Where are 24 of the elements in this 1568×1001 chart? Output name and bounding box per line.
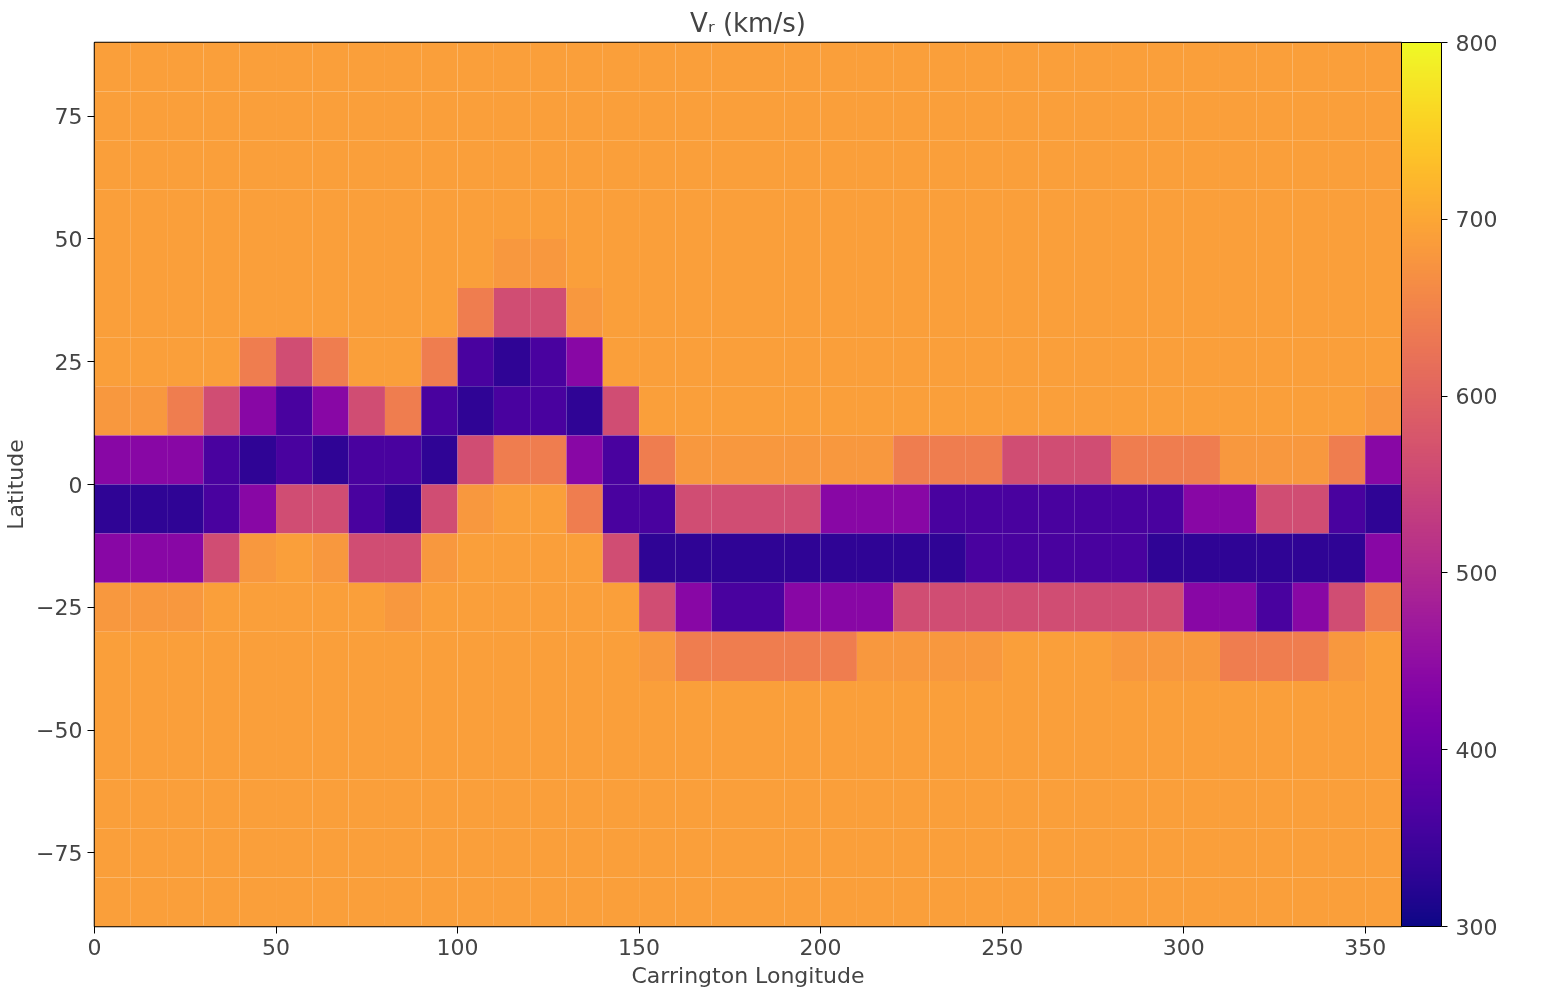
color-bar-label: 300 — [1455, 914, 1498, 940]
x-tick-label: 100 — [436, 934, 479, 960]
y-tick-label: −75 — [36, 840, 83, 866]
y-axis-title: Latitude — [3, 439, 29, 530]
x-tick-label: 150 — [618, 934, 661, 960]
x-tick-label: 250 — [981, 934, 1024, 960]
color-bar-label: 800 — [1455, 30, 1498, 56]
y-tick-label: 50 — [54, 226, 83, 252]
y-tick-label: −25 — [36, 595, 83, 621]
color-bar-label: 400 — [1455, 737, 1498, 763]
x-tick-label: 350 — [1344, 934, 1387, 960]
x-tick-label: 0 — [87, 934, 102, 960]
x-tick-label: 300 — [1162, 934, 1205, 960]
color-bar-label: 700 — [1455, 207, 1498, 233]
chart-title: Vᵣ (km/s) — [690, 7, 806, 38]
y-tick-label: −50 — [36, 718, 83, 744]
color-bar-label: 500 — [1455, 560, 1498, 586]
y-tick-label: 75 — [54, 104, 83, 130]
y-tick-label: 0 — [68, 472, 83, 498]
color-bar-label: 600 — [1455, 384, 1498, 410]
x-tick-label: 50 — [262, 934, 291, 960]
x-tick-label: 200 — [799, 934, 842, 960]
x-axis-title: Carrington Longitude — [631, 962, 865, 988]
y-tick-label: 25 — [54, 349, 83, 375]
